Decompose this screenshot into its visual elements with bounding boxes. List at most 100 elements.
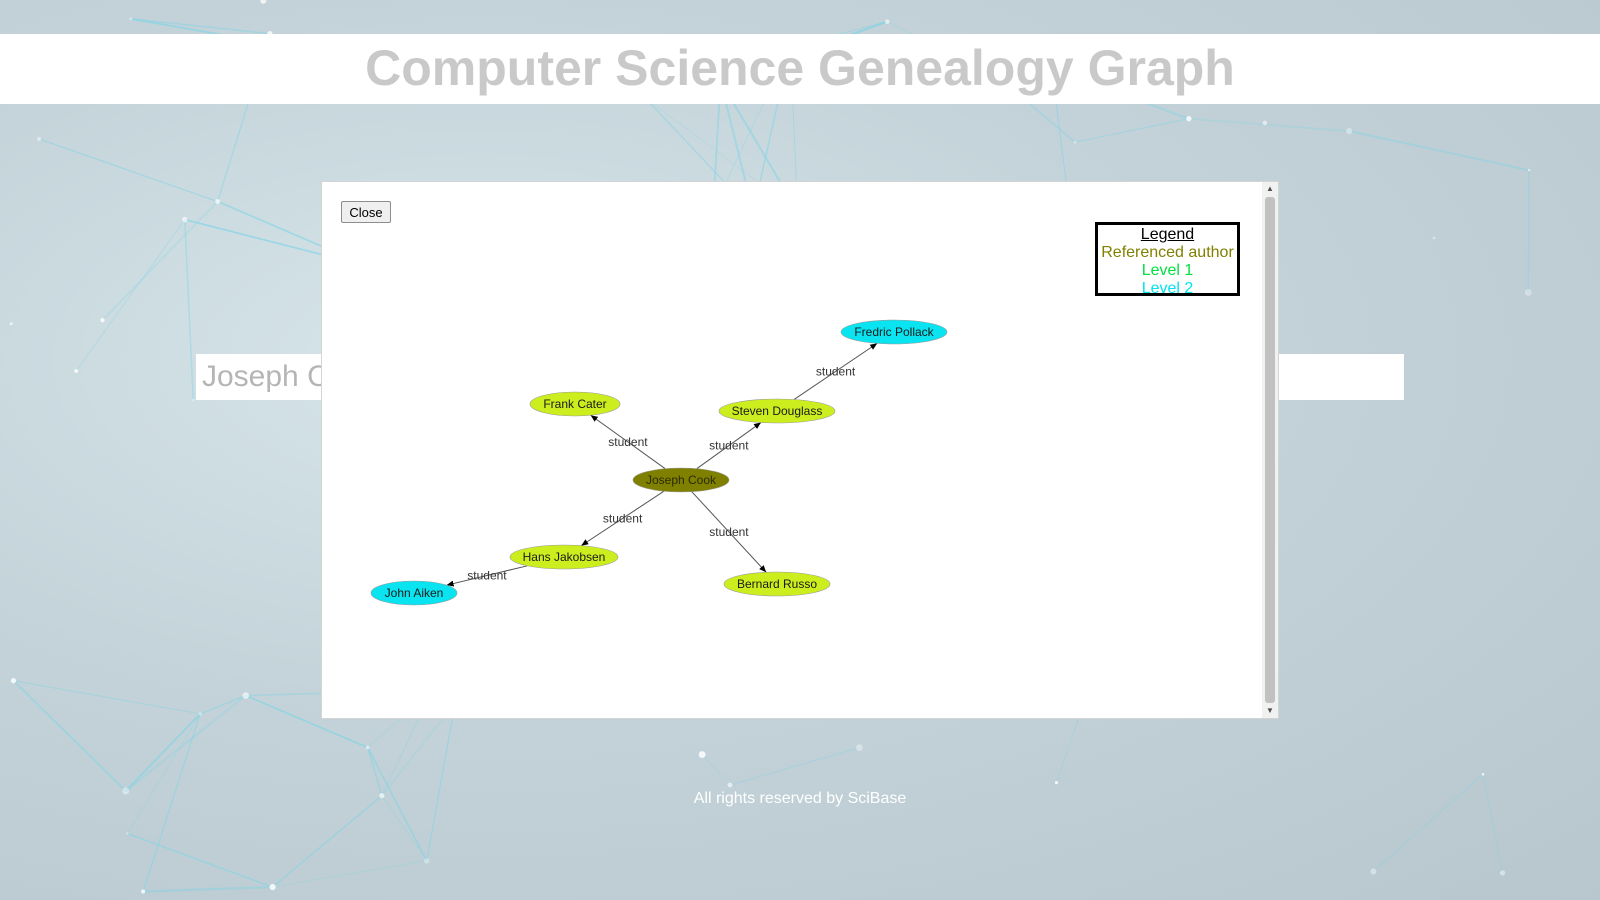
graph-edge-label: student [816,364,856,378]
network-dot [74,369,79,374]
network-line [38,138,218,203]
network-dot [126,832,129,835]
network-dot [885,19,890,24]
network-line [1075,118,1189,143]
close-button[interactable]: Close [341,201,391,223]
network-dot [10,678,17,684]
legend-title: Legend [1140,226,1195,243]
network-dot [192,398,195,402]
network-line [1527,170,1530,293]
network-dot [100,317,105,323]
graph-node-label: John Aiken [385,586,444,600]
network-dot [365,745,370,750]
network-dot [424,858,430,864]
network-line [367,747,428,862]
graph-node-bernard[interactable]: Bernard Russo [723,571,831,597]
network-line [127,833,273,888]
graph-modal: Close student student student student studen… [321,181,1279,719]
graph-edge-hans-john [446,565,528,587]
header-bar: Computer Science Genealogy Graph [0,34,1600,104]
network-line [13,680,201,715]
page-title: Computer Science Genealogy Graph [365,40,1235,96]
network-line [701,754,731,786]
network-dot [182,216,188,223]
network-dot [1186,115,1192,122]
network-line [130,18,270,35]
network-dot [9,322,13,326]
graph-node-fredric[interactable]: Fredric Pollack [840,319,948,345]
network-dot [215,199,221,204]
network-dot [122,787,130,795]
graph-node-label: Frank Cater [543,397,606,411]
modal-scrollbar[interactable]: ▲ ▼ [1262,182,1278,718]
network-line [184,219,194,400]
network-dot [129,17,133,21]
network-dot [1499,870,1506,876]
network-line [1482,774,1503,873]
legend: Legend Referenced author Level 1 Level 2 [1095,222,1240,297]
graph-edge-label: student [603,511,643,525]
network-dot [37,137,42,142]
graph-node-steven[interactable]: Steven Douglass [718,398,836,424]
network-dot [1346,127,1353,135]
network-dot [1370,868,1377,875]
network-line [75,219,186,372]
network-line [199,694,246,715]
network-dot [379,793,385,799]
graph-node-label: Hans Jakobsen [523,550,606,564]
graph-node-label: Joseph Cook [646,473,717,487]
legend-item-level-2: Level 2 [1141,280,1194,297]
graph-edge-joseph-steven [696,422,762,470]
network-dot [1054,781,1059,785]
network-line [272,860,427,888]
network-dot [198,712,202,716]
legend-item-referenced-author: Referenced author [1101,244,1234,261]
legend-item-level-1: Level 1 [1141,262,1194,279]
graph-edge-joseph-bernard [691,491,767,573]
network-line [125,694,247,792]
footer-text: All rights reserved by SciBase [693,790,907,807]
network-line [729,747,860,786]
graph-edge-label: student [467,568,507,582]
network-line [101,200,219,321]
network-dot [1481,773,1485,776]
network-line [272,795,383,888]
network-dot [727,782,733,788]
genealogy-graph: student student student student student stude… [370,319,948,606]
graph-edge-joseph-hans [581,490,665,547]
graph-node-shape[interactable] [840,319,948,345]
graph-edge-steven-fredric [793,342,878,400]
graph-node-shape[interactable] [509,544,619,570]
network-dot [1073,140,1077,144]
network-dot [1527,169,1531,172]
graph-node-hans[interactable]: Hans Jakobsen [509,544,619,570]
graph-node-shape[interactable] [723,571,831,597]
scroll-up-arrow-icon[interactable]: ▲ [1266,184,1274,193]
network-line [245,694,369,749]
network-dot [260,0,267,4]
network-line [127,713,201,834]
network-line [381,795,428,862]
network-line [1373,774,1484,872]
network-line [125,713,201,792]
graph-node-shape[interactable] [718,398,836,424]
network-dot [1432,236,1436,240]
graph-node-frank[interactable]: Frank Cater [529,391,621,417]
network-dot [1262,120,1268,126]
graph-edge-label: student [608,435,648,449]
graph-node-joseph[interactable]: Joseph Cook [632,467,730,493]
network-dot [140,889,146,894]
graph-edge-joseph-frank [590,414,666,470]
network-dot [269,883,276,891]
graph-node-shape[interactable] [632,467,730,493]
network-line [426,703,456,861]
network-dot [242,692,250,699]
network-line [366,747,383,796]
graph-node-shape[interactable] [370,580,458,606]
graph-node-shape[interactable] [529,391,621,417]
scroll-down-arrow-icon[interactable]: ▼ [1266,706,1274,715]
scroll-thumb[interactable] [1265,197,1275,703]
graph-node-john[interactable]: John Aiken [370,580,458,606]
network-line [1348,130,1530,172]
graph-edge-label: student [709,525,749,539]
